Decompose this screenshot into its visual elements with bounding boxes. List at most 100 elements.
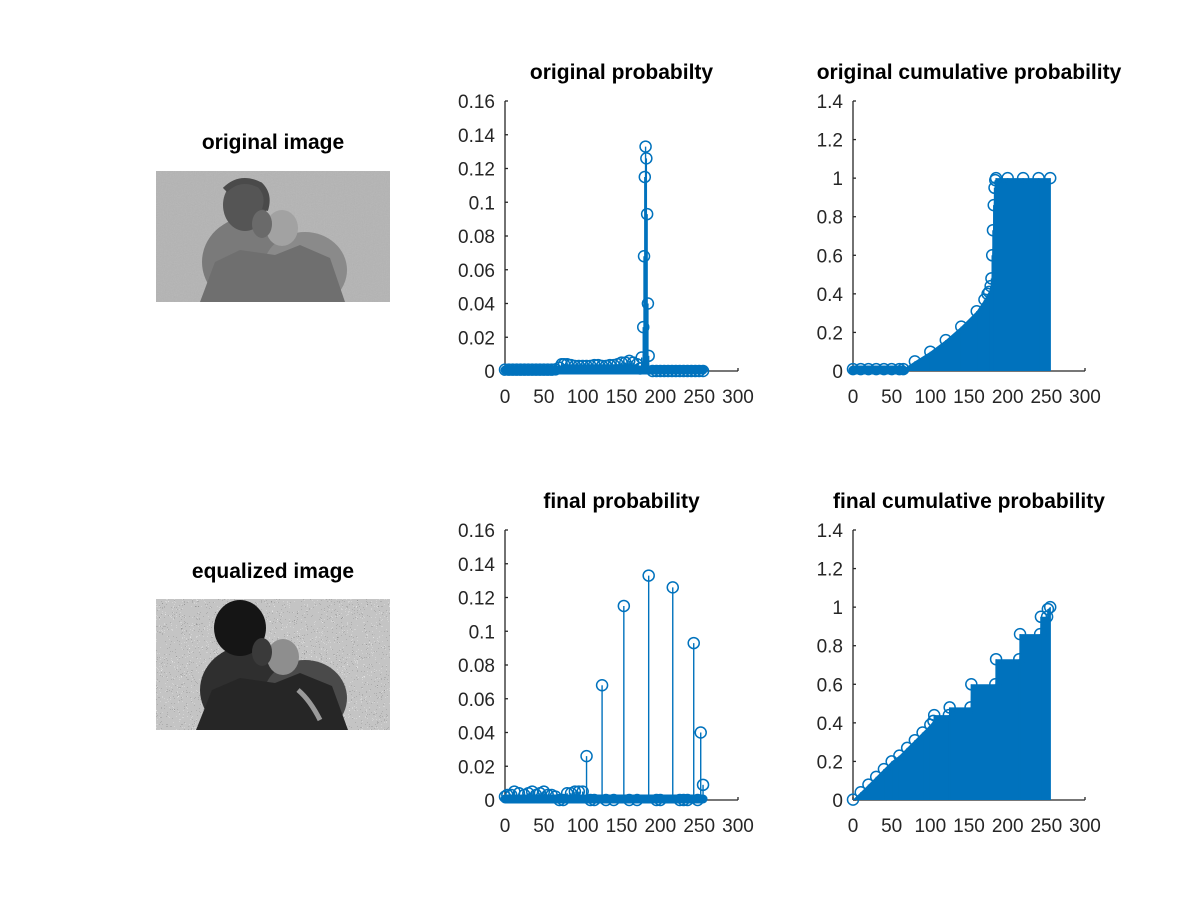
y-tick-label: 0.02 [458, 757, 495, 778]
stem-marker [638, 170, 652, 184]
stem-marker [1043, 600, 1057, 614]
stem-marker [943, 701, 956, 714]
stem-marker [916, 726, 929, 739]
x-tick-label: 0 [500, 816, 511, 837]
y-tick-label: 0 [484, 791, 495, 812]
chart-0: original probabilty 0 50 100 150 200 250 300 0 0.… [458, 61, 754, 408]
x-tick-label: 300 [722, 387, 754, 408]
stem-marker [642, 569, 655, 582]
x-tick-label: 50 [533, 387, 554, 408]
stem-series [498, 569, 710, 807]
stem-marker [694, 726, 707, 739]
y-tick-label: 1 [832, 598, 843, 619]
stem-marker [854, 786, 867, 799]
y-tick-label: 0.08 [458, 656, 495, 677]
stem-marker [985, 272, 998, 285]
stem-marker [1033, 627, 1047, 641]
original-image-title: original image [202, 131, 344, 154]
chart-3: final cumulative probability 0 50 100 150 200… [817, 490, 1106, 837]
x-tick-label: 150 [606, 816, 638, 837]
chart-title: final cumulative probability [833, 490, 1105, 513]
stem-marker [900, 741, 914, 755]
stem-marker [893, 749, 906, 762]
stem-marker [965, 678, 978, 691]
stem-marker [640, 152, 653, 165]
stem-marker [927, 714, 940, 728]
stem-marker [869, 770, 883, 784]
stem-marker [696, 778, 710, 792]
y-tick-label: 0.2 [817, 752, 843, 773]
stem-marker [1013, 627, 1027, 641]
y-tick-label: 1.2 [817, 560, 843, 581]
x-tick-label: 200 [992, 387, 1024, 408]
x-tick-label: 300 [722, 816, 754, 837]
cumulative-area [903, 178, 1051, 371]
y-tick-label: 0 [484, 362, 495, 383]
stem-marker [908, 355, 922, 368]
y-tick-label: 0.16 [458, 521, 495, 542]
y-tick-label: 0.1 [469, 193, 495, 214]
stem-fill-region [903, 178, 1051, 371]
y-tick-label: 1.2 [817, 131, 843, 152]
x-tick-label: 50 [881, 387, 902, 408]
stem-marker [877, 762, 891, 776]
y-tick-label: 0.14 [458, 555, 495, 576]
x-tick-label: 0 [848, 387, 859, 408]
chart-title: final probability [543, 490, 700, 513]
stem-marker [666, 581, 680, 594]
chart-2: final probability 0 50 100 150 200 250 300 0 0.02… [458, 490, 754, 837]
original-image-panel: original image [156, 131, 390, 302]
stem-marker [637, 250, 651, 263]
stem-marker [989, 678, 1002, 691]
stem-series [498, 140, 710, 378]
stem-marker [862, 778, 875, 791]
y-tick-label: 0.08 [458, 227, 495, 248]
y-tick-label: 0.04 [458, 295, 495, 316]
y-tick-label: 1.4 [817, 521, 844, 542]
y-tick-label: 0.8 [817, 208, 843, 229]
stem-marker [1041, 602, 1055, 616]
stem-marker [642, 349, 655, 363]
x-tick-label: 150 [953, 816, 985, 837]
stem-marker [924, 345, 937, 358]
y-tick-label: 1.4 [817, 92, 844, 113]
x-tick-label: 50 [533, 816, 554, 837]
equalized-image [156, 599, 390, 730]
equalized-image-panel: equalized image [156, 560, 390, 730]
stem-marker [1013, 652, 1026, 666]
stem-marker [640, 207, 654, 221]
y-tick-label: 0.04 [458, 724, 495, 745]
y-tick-label: 0.2 [817, 323, 843, 344]
x-tick-label: 300 [1069, 387, 1101, 408]
x-tick-label: 150 [606, 387, 638, 408]
x-tick-label: 200 [992, 816, 1024, 837]
stem-marker [987, 198, 1000, 212]
stem-marker [636, 320, 650, 334]
y-tick-label: 0.02 [458, 328, 495, 349]
stem-marker [939, 333, 953, 347]
stem-marker [595, 679, 609, 692]
stem-marker [970, 304, 983, 318]
y-tick-label: 0.16 [458, 92, 495, 113]
y-tick-label: 0.06 [458, 690, 495, 711]
y-tick-label: 0 [832, 362, 843, 383]
x-tick-label: 100 [567, 816, 599, 837]
y-tick-label: 1 [832, 169, 843, 190]
cumulative-area [853, 607, 1051, 800]
x-tick-label: 100 [914, 387, 946, 408]
stem-marker [639, 140, 652, 153]
stem-marker [964, 701, 977, 714]
y-tick-label: 0.12 [458, 160, 495, 181]
original-image [156, 171, 390, 302]
y-tick-label: 0.4 [817, 285, 844, 306]
y-tick-label: 0.14 [458, 126, 495, 147]
x-tick-label: 300 [1069, 816, 1101, 837]
stem-marker [580, 749, 593, 763]
x-tick-label: 250 [1030, 387, 1062, 408]
y-tick-label: 0.4 [817, 714, 844, 735]
stem-marker [988, 181, 1001, 195]
stem-marker [985, 249, 999, 262]
y-tick-label: 0.8 [817, 637, 843, 658]
